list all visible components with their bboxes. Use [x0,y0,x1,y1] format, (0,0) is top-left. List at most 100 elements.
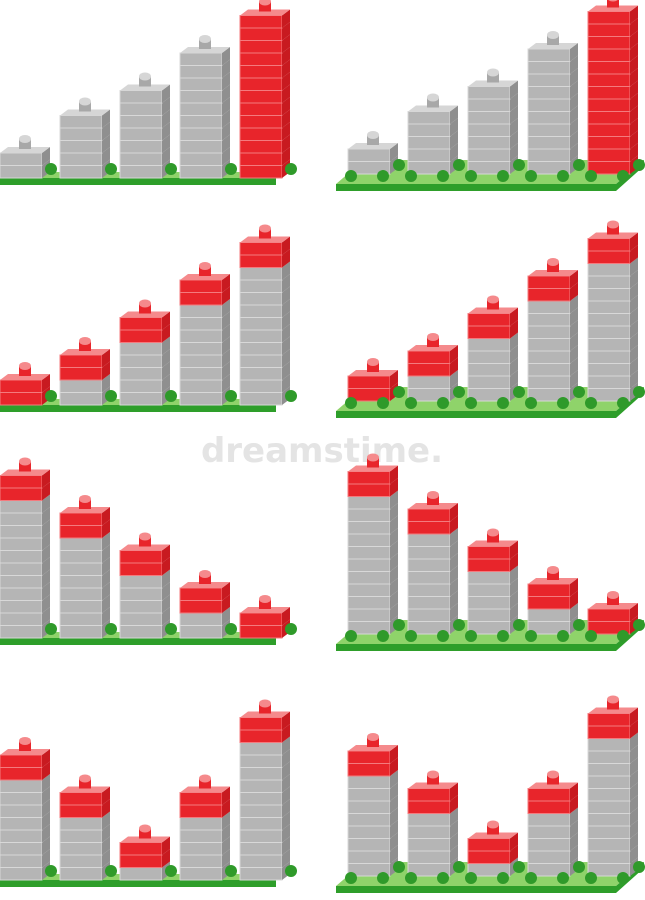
block [407,608,451,622]
knob [199,39,211,49]
block [59,612,103,626]
bar [179,35,230,179]
block [119,575,163,589]
knob-top [139,824,151,833]
bar-top [0,374,50,380]
block-side [42,811,50,830]
block-side [570,295,578,314]
block-side [570,307,578,326]
block [347,521,391,535]
block-side [282,72,290,91]
block-side [630,130,638,149]
block [527,788,571,802]
block-side [390,370,398,389]
block [0,867,43,881]
block-side [510,357,518,376]
knob [427,495,439,505]
block-side [222,311,230,330]
block-side [510,118,518,137]
block-side [42,824,50,843]
block-side [390,590,398,609]
bar-top [588,707,638,714]
block [179,867,223,881]
bar-top [180,47,230,53]
stud [497,872,509,884]
block [59,817,103,831]
block-side [102,849,110,868]
bar [347,131,398,175]
block-side [510,93,518,112]
block [407,533,451,547]
block [527,61,571,75]
knob [487,299,499,310]
block-side [162,557,170,576]
bar-top [588,5,638,12]
bar-top [60,349,110,355]
block-side [102,532,110,551]
block-side [510,590,518,609]
block-side [450,130,458,149]
block [179,804,223,818]
base-edge [0,638,276,645]
block-side [42,582,50,601]
block [527,825,571,839]
block-side [630,68,638,87]
block-side [450,540,458,559]
bar [587,220,638,402]
block [0,475,43,489]
stud [465,872,477,884]
block-side [282,59,290,78]
block [179,854,223,868]
stud [377,170,389,182]
block [179,165,223,179]
block [119,562,163,576]
block-side [222,349,230,368]
stud [45,390,57,402]
bar-top [348,143,398,149]
block-side [42,786,50,805]
stud [285,865,297,877]
block-side [390,478,398,497]
block-side [282,774,290,793]
block-side [42,494,50,513]
block [179,625,223,639]
block [527,813,571,827]
block-side [510,143,518,162]
knob [547,35,559,45]
block-side [570,270,578,289]
block-side [162,582,170,601]
block-side [102,607,110,626]
block-side [630,795,638,814]
stud [453,159,465,171]
block [347,788,391,802]
block-side [222,811,230,830]
block [179,52,223,66]
block-side [42,374,50,393]
block [587,338,631,352]
block-side [102,594,110,613]
knob-top [367,131,379,139]
block-side [570,820,578,839]
stud [105,390,117,402]
block [119,102,163,116]
stud [345,872,357,884]
block [119,392,163,406]
block-side [630,282,638,301]
knob [79,499,91,509]
block-side [222,274,230,293]
block-side [102,836,110,855]
block-side [222,836,230,855]
stud [437,630,449,642]
block [179,77,223,91]
block [467,571,511,585]
knob-top [487,295,499,304]
stud [585,170,597,182]
block [0,600,43,614]
block [587,713,631,727]
block [0,612,43,626]
block-side [222,849,230,868]
base-edge [0,405,276,412]
block [119,600,163,614]
bar [527,258,578,402]
stud [437,170,449,182]
